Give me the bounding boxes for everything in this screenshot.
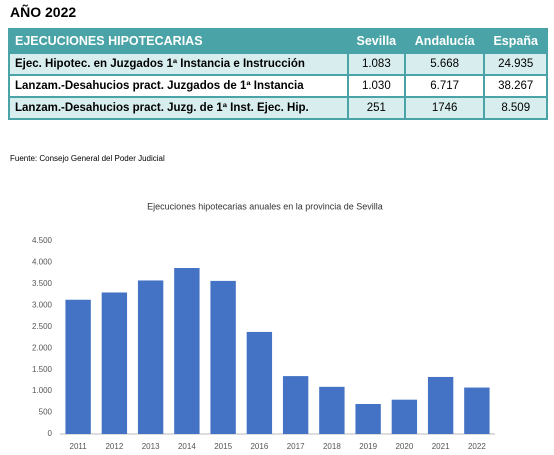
cell: 1.030	[346, 74, 406, 98]
x-tick-label: 2021	[432, 442, 450, 451]
cell: 6.717	[403, 74, 486, 98]
x-tick-label: 2017	[287, 442, 305, 451]
x-tick-label: 2020	[395, 442, 413, 451]
y-tick-label: 4.000	[32, 258, 53, 267]
bar	[391, 399, 418, 434]
row: Lanzam.-Desahucios pract. Juzgados de 1ª…	[8, 74, 548, 98]
x-tick-label: 2016	[250, 442, 268, 451]
x-tick-label: 2014	[178, 442, 196, 451]
cell: 38.267	[483, 74, 548, 98]
cell: 24.935	[483, 52, 548, 76]
y-tick-label: 500	[39, 408, 53, 417]
y-tick-label: 3.500	[32, 279, 53, 288]
row: Lanzam.-Desahucios pract. Juzg. de 1ª In…	[8, 96, 548, 120]
y-tick-label: 0	[48, 429, 53, 438]
bar	[282, 376, 309, 434]
y-tick-label: 1.000	[32, 386, 53, 395]
header-row: EJECUCIONES HIPOTECARIAS Sevilla Andalucía…	[8, 28, 548, 54]
cell: 251	[346, 96, 406, 120]
cell: 1746	[403, 96, 486, 120]
y-tick-label: 1.500	[32, 365, 53, 374]
bar	[101, 292, 128, 434]
source: Fuente: Consejo General del Poder Judici…	[10, 154, 165, 163]
chart-title: Ejecuciones hipotecarias anuales en la p…	[147, 201, 383, 211]
cell: 8.509	[483, 96, 548, 120]
table: EJECUCIONES HIPOTECARIAS Sevilla Andalucía…	[8, 28, 548, 120]
header-cell: EJECUCIONES HIPOTECARIAS	[8, 28, 349, 54]
bar	[355, 403, 381, 434]
bar	[464, 387, 490, 434]
cell: 5.668	[403, 52, 486, 76]
header-cell: España	[483, 28, 548, 54]
chart: Ejecuciones hipotecarias anuales en la p…	[32, 201, 495, 451]
header-cell: Andalucía	[403, 28, 486, 54]
bar	[174, 268, 200, 434]
cell: Lanzam.-Desahucios pract. Juzgados de 1ª…	[8, 74, 349, 98]
bar	[137, 280, 164, 434]
bar	[210, 280, 236, 434]
cell: 1.083	[346, 52, 406, 76]
cell: Ejec. Hipotec. en Juzgados 1ª Instancia …	[8, 52, 349, 76]
x-tick-label: 2012	[105, 442, 123, 451]
x-tick-label: 2019	[359, 442, 377, 451]
heading: AÑO 2022	[10, 4, 77, 20]
y-tick-label: 2.000	[32, 343, 53, 352]
x-tick-label: 2018	[323, 442, 341, 451]
bar	[65, 299, 91, 434]
bar	[319, 386, 345, 434]
y-tick-label: 3.000	[32, 300, 53, 309]
y-tick-label: 2.500	[32, 322, 53, 331]
x-tick-label: 2022	[468, 442, 486, 451]
x-tick-label: 2015	[214, 442, 232, 451]
y-tick-label: 4.500	[32, 236, 53, 245]
bar	[427, 376, 454, 434]
bar	[246, 331, 273, 434]
header-cell: Sevilla	[346, 28, 406, 54]
cell: Lanzam.-Desahucios pract. Juzg. de 1ª In…	[8, 96, 349, 120]
row: Ejec. Hipotec. en Juzgados 1ª Instancia …	[8, 52, 548, 76]
x-tick-label: 2011	[70, 442, 88, 451]
x-tick-label: 2013	[142, 442, 160, 451]
